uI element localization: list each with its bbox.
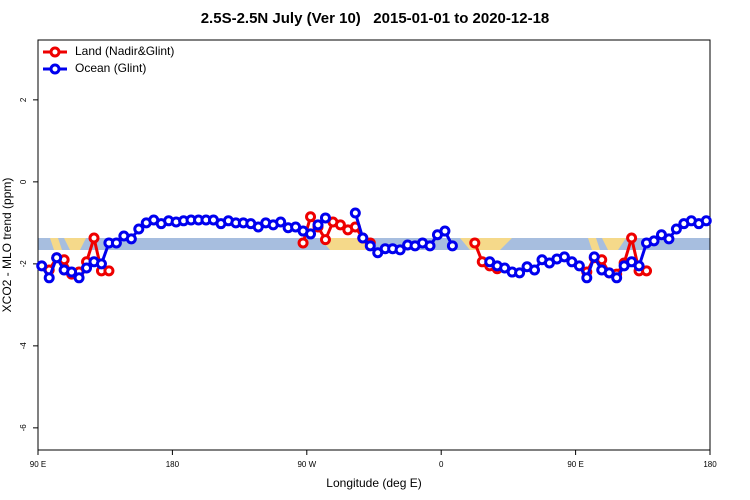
series: [36, 207, 712, 284]
data-point: [81, 262, 93, 274]
data-point: [110, 237, 122, 249]
data-point: [573, 260, 585, 272]
y-tick-label: -6: [19, 424, 28, 432]
y-tick-label: 0: [19, 179, 28, 184]
x-tick-label: 90 W: [297, 460, 316, 469]
data-point: [95, 258, 107, 270]
data-point: [319, 234, 331, 246]
data-point: [334, 219, 346, 231]
data-point: [66, 266, 78, 278]
data-point: [641, 265, 653, 277]
legend-label: Land (Nadir&Glint): [75, 44, 174, 58]
data-point: [670, 223, 682, 235]
data-point: [529, 264, 541, 276]
data-point: [514, 267, 526, 279]
x-tick-label: 0: [439, 460, 444, 469]
data-point: [305, 228, 317, 240]
legend-marker: [49, 46, 61, 58]
data-point: [424, 240, 436, 252]
data-point: [43, 272, 55, 284]
data-point: [312, 219, 324, 231]
data-point: [603, 267, 615, 279]
data-point: [588, 251, 600, 263]
plot-frame: [37, 39, 711, 451]
data-point: [125, 233, 137, 245]
data-point: [648, 235, 660, 247]
x-tick-label: 90 E: [567, 460, 583, 469]
data-point: [36, 260, 48, 272]
x-tick-label: 180: [166, 460, 180, 469]
data-point: [446, 240, 458, 252]
data-point: [439, 225, 451, 237]
data-point: [349, 207, 361, 219]
data-point: [51, 252, 63, 264]
data-point: [394, 244, 406, 256]
y-axis-label: XCO2 - MLO trend (ppm): [0, 178, 14, 313]
data-point: [103, 265, 115, 277]
legend-marker: [49, 63, 61, 75]
data-point: [319, 212, 331, 224]
data-point: [73, 272, 85, 284]
data-point: [357, 232, 369, 244]
y-tick-label: -2: [19, 260, 28, 268]
data-point: [275, 216, 287, 228]
land-patch: [602, 238, 626, 250]
land-patch: [588, 238, 600, 250]
data-point: [297, 237, 309, 249]
x-tick-label: 90 E: [30, 460, 46, 469]
data-point: [581, 272, 593, 284]
data-point: [133, 223, 145, 235]
legend-label: Ocean (Glint): [75, 61, 146, 75]
data-point: [88, 232, 100, 244]
land-patch: [50, 238, 62, 250]
x-axis-label: Longitude (deg E): [326, 476, 421, 490]
y-tick-label: -4: [19, 342, 28, 350]
data-point: [305, 211, 317, 223]
data-point: [469, 237, 481, 249]
land-patch: [64, 238, 86, 250]
data-point: [626, 232, 638, 244]
chart-title: 2.5S-2.5N July (Ver 10) 2015-01-01 to 20…: [201, 10, 550, 27]
x-tick-label: 180: [703, 460, 717, 469]
data-point: [558, 251, 570, 263]
data-point: [700, 215, 712, 227]
data-point: [364, 240, 376, 252]
data-point: [663, 233, 675, 245]
y-tick-label: 2: [19, 97, 28, 102]
data-point: [633, 260, 645, 272]
data-point: [611, 272, 623, 284]
